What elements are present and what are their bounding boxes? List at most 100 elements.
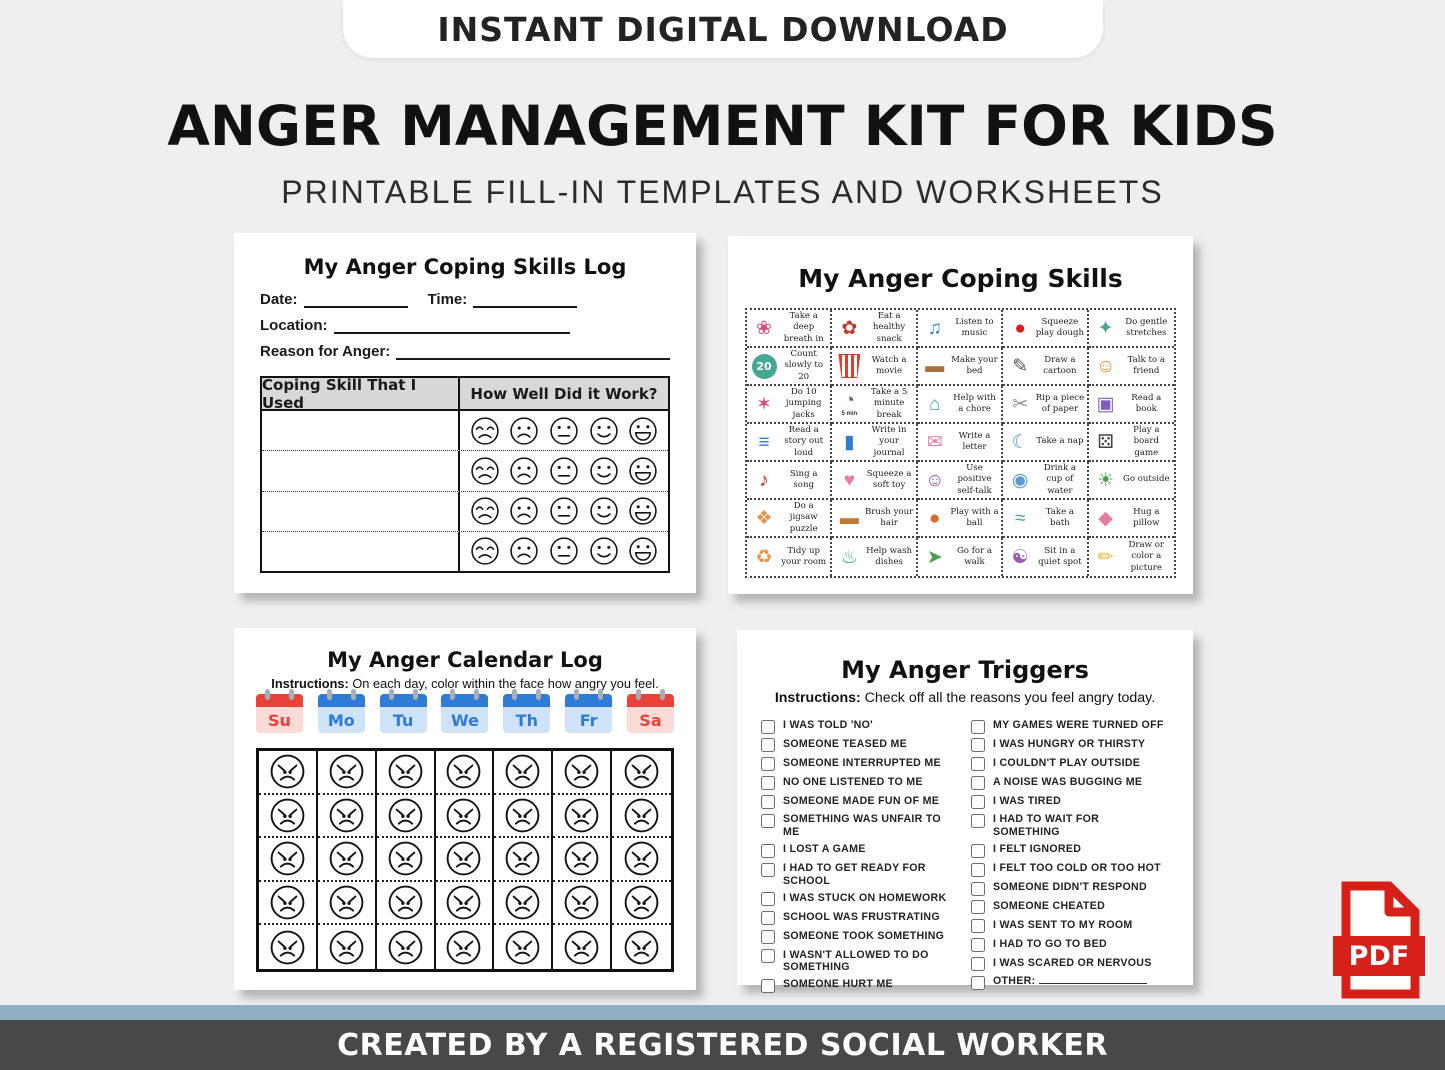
trigger-checkbox-icon bbox=[761, 813, 775, 828]
calendar-day-cell bbox=[435, 881, 495, 926]
bed-icon: ▬ bbox=[920, 357, 950, 376]
trigger-label: SOMEONE TOOK SOMETHING bbox=[783, 929, 945, 942]
dishes-icon-glyph: ♨ bbox=[840, 546, 858, 568]
walking-girl-icon-glyph: ➤ bbox=[926, 546, 943, 568]
footer-text: CREATED BY A REGISTERED SOCIAL WORKER bbox=[337, 1027, 1108, 1063]
ripped-paper-icon-glyph: ✂ bbox=[1012, 393, 1029, 415]
neutral-face-icon bbox=[550, 537, 578, 566]
coping-skills-grid: ❀ Take a deep breath in ✿ Eat a healthy sna… bbox=[745, 308, 1176, 578]
cartoon-owl-pencil-icon: ✎ bbox=[1005, 357, 1035, 376]
sleeping-kid-icon: ☾ bbox=[1005, 433, 1035, 452]
day-chip-sa: Sa bbox=[626, 689, 674, 733]
coping-skill-cell: ⌂ Help with a chore bbox=[917, 386, 1004, 424]
trigger-item: I LOST A GAME bbox=[761, 843, 959, 858]
trigger-label: SOMEONE HURT ME bbox=[783, 978, 893, 991]
trigger-label: I WAS STUCK ON HOMEWORK bbox=[783, 891, 947, 904]
sad-face-icon bbox=[510, 497, 538, 525]
pdf-file-icon: PDF bbox=[1333, 881, 1425, 999]
coping-skill-label: Drink a cup of water bbox=[1043, 463, 1077, 496]
puzzle-pieces-icon-glyph: ❖ bbox=[755, 507, 773, 529]
fruit-snack-icon: ✿ bbox=[834, 319, 864, 338]
angry-face-icon bbox=[624, 930, 659, 965]
trigger-label: MY GAMES WERE TURNED OFF bbox=[993, 719, 1164, 731]
footer-accent-bar bbox=[0, 1005, 1445, 1020]
trigger-label: I WAS SCARED OR NERVOUS bbox=[993, 956, 1152, 969]
quiet-girl-icon-glyph: ☯ bbox=[1011, 546, 1029, 568]
pillows-icon-glyph: ◆ bbox=[1098, 507, 1113, 529]
calendar-ring-icon bbox=[635, 689, 641, 700]
neutral-face-icon bbox=[550, 497, 578, 525]
angry-face-icon bbox=[447, 798, 481, 833]
big-smile-face-icon bbox=[629, 497, 657, 525]
trigger-checkbox-icon bbox=[971, 881, 985, 896]
happy-face-icon bbox=[589, 497, 618, 525]
calendar-day-cell bbox=[612, 751, 671, 795]
number-20-circle-icon: 20 bbox=[751, 353, 777, 379]
reason-label: Reason for Anger: bbox=[260, 343, 391, 360]
calendar-day-cell bbox=[435, 838, 495, 882]
calendar-day-cell bbox=[436, 925, 495, 969]
day-chip-header bbox=[565, 694, 613, 707]
date-label: Date: bbox=[260, 291, 298, 308]
trigger-checkbox-icon bbox=[971, 938, 985, 953]
trigger-checkbox-icon bbox=[971, 919, 985, 934]
day-chip-label: Su bbox=[256, 707, 303, 733]
coping-skill-cell: ▮ Write in your journal bbox=[832, 424, 918, 462]
day-chip-header bbox=[317, 694, 365, 707]
pdf-label: PDF bbox=[1349, 941, 1410, 972]
coping-skill-cell: ♥ Squeeze a soft toy bbox=[832, 462, 918, 500]
trigger-label: SOMEONE INTERRUPTED ME bbox=[783, 756, 941, 769]
trigger-item: I FELT IGNORED bbox=[971, 843, 1169, 858]
date-blank-line bbox=[303, 293, 408, 308]
trigger-item: I WAS STUCK ON HOMEWORK bbox=[761, 892, 959, 907]
trigger-item: I WAS SCARED OR NERVOUS bbox=[971, 957, 1169, 972]
triggers-instructions: Instructions: Check off all the reasons … bbox=[737, 690, 1193, 706]
calendar-day-cell bbox=[612, 838, 671, 882]
product-title: ANGER MANAGEMENT KIT FOR KIDS bbox=[167, 94, 1278, 158]
day-chip-label: Mo bbox=[317, 707, 365, 733]
pillows-icon: ◆ bbox=[1091, 509, 1121, 528]
anger-triggers-page: My Anger Triggers Instructions: Check of… bbox=[737, 630, 1193, 993]
coping-skill-label: Play with a ball bbox=[950, 506, 999, 528]
meditating-girl-icon: ❀ bbox=[749, 319, 779, 338]
popcorn-icon bbox=[834, 354, 864, 378]
coping-skill-label: Rip a piece of paper bbox=[1035, 392, 1085, 414]
rating-faces-cell bbox=[457, 531, 668, 571]
bed-icon-glyph: ▬ bbox=[925, 355, 945, 377]
coping-skill-label: Help wash dishes bbox=[866, 545, 913, 567]
kids-reading-icon: ≡ bbox=[749, 433, 779, 452]
stretching-kid-icon: ✦ bbox=[1091, 319, 1121, 338]
trigger-label: SOMEONE TEASED ME bbox=[783, 737, 908, 750]
coping-skill-cell: ☾ Take a nap bbox=[1003, 424, 1089, 462]
triggers-right-column: MY GAMES WERE TURNED OFF I WAS HUNGRY OR … bbox=[971, 719, 1169, 997]
location-label: Location: bbox=[260, 317, 328, 334]
worried-face-icon bbox=[470, 416, 499, 445]
coping-skill-label: Eat a healthy snack bbox=[872, 311, 906, 344]
stopwatch-icon-glyph: ◔ bbox=[843, 390, 856, 411]
trigger-item: I COULDN'T PLAY OUTSIDE bbox=[971, 757, 1169, 772]
open-book-icon: ▣ bbox=[1091, 395, 1121, 414]
play-dough-bucket-icon-glyph: ● bbox=[1014, 317, 1026, 339]
microphone-icon: ♪ bbox=[749, 471, 779, 490]
angry-face-icon bbox=[270, 885, 305, 920]
coping-skill-cell: ✂ Rip a piece of paper bbox=[1003, 386, 1089, 424]
day-chip-fr: Fr bbox=[565, 689, 613, 733]
angry-face-icon bbox=[564, 885, 599, 920]
water-glass-icon-glyph: ◉ bbox=[1011, 469, 1029, 491]
boy-headphones-icon: ♫ bbox=[920, 319, 950, 338]
angry-face-icon bbox=[447, 754, 481, 789]
coping-skill-cell: ✶ Do 10 jumping jacks bbox=[747, 386, 833, 424]
trigger-checkbox-icon bbox=[971, 843, 985, 858]
kids-outside-icon-glyph: ☀ bbox=[1097, 469, 1115, 491]
instructions-text: Check off all the reasons you feel angry… bbox=[860, 690, 1156, 706]
rating-faces-cell bbox=[457, 411, 668, 451]
trigger-checkbox-icon bbox=[971, 900, 985, 915]
basketball-icon-glyph: ● bbox=[929, 507, 941, 529]
hairbrush-icon-glyph: ▬ bbox=[839, 507, 859, 529]
coping-skill-label: Read a story out loud bbox=[784, 425, 824, 458]
coping-skill-cell: ▬ Make your bed bbox=[917, 348, 1004, 386]
coping-skill-cell: ▬ Brush your hair bbox=[832, 500, 918, 538]
trigger-checkbox-icon bbox=[971, 957, 985, 972]
angry-face-icon bbox=[624, 798, 659, 833]
trigger-item: I WAS TIRED bbox=[971, 795, 1169, 810]
